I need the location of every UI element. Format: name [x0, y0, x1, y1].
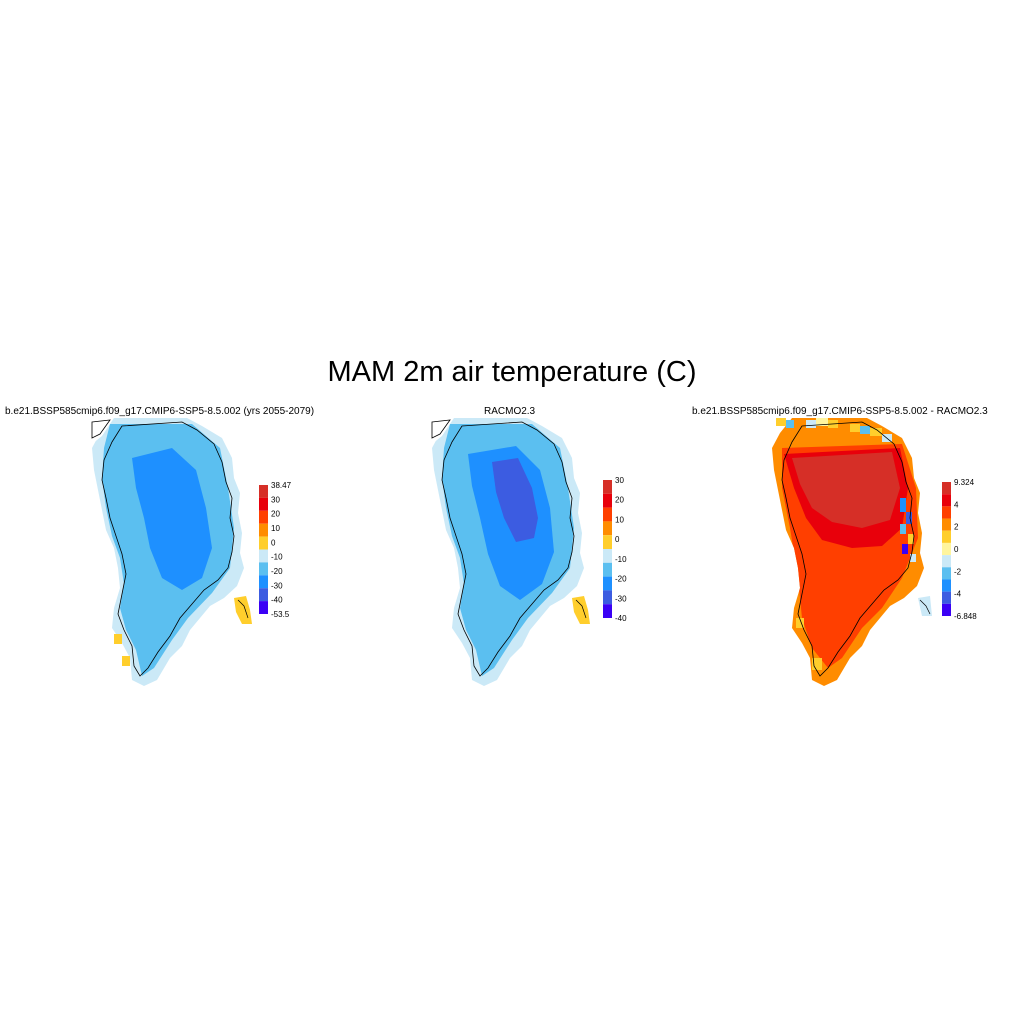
- colorbar-label: -20: [271, 567, 283, 576]
- map-panel-3: [772, 418, 932, 686]
- colorbar-label: 10: [271, 524, 280, 533]
- colorbar-swatch: [259, 485, 268, 498]
- colorbar-swatch: [942, 506, 951, 519]
- colorbar-label: 2: [954, 523, 959, 532]
- figure-title: MAM 2m air temperature (C): [327, 356, 697, 388]
- colorbar-swatch: [259, 562, 268, 576]
- map-panel-1: [91, 418, 252, 686]
- colorbar-label: 4: [954, 500, 959, 509]
- colorbar-swatch: [942, 567, 951, 580]
- colorbar-swatch: [259, 497, 268, 511]
- colorbar-swatch: [603, 576, 612, 591]
- colorbar-label: 10: [615, 515, 624, 524]
- colorbar-swatch: [259, 523, 268, 537]
- colorbar-swatch: [942, 591, 951, 604]
- colorbar-swatch: [259, 536, 268, 550]
- colorbar-label: 20: [615, 496, 624, 505]
- colorbar-swatch: [942, 555, 951, 568]
- colorbar-swatch: [942, 530, 951, 543]
- colorbar-label: 30: [271, 495, 280, 504]
- colorbar-swatch: [603, 493, 612, 508]
- colorbar-swatch: [942, 482, 951, 495]
- colorbar-swatch: [603, 521, 612, 536]
- colorbar-panel-1: 38.47 30 20 10 0 -10 -20 -30 -40 -53.5: [259, 481, 292, 619]
- colorbar-label: 38.47: [271, 481, 292, 490]
- colorbar-label: -4: [954, 590, 962, 599]
- colorbar-panel-3: 9.324 4 2 0 -2 -4 -6.848: [942, 478, 977, 621]
- colorbar-label: -6.848: [954, 612, 977, 621]
- colorbar-swatch: [942, 494, 951, 507]
- colorbar-label: 9.324: [954, 478, 975, 487]
- colorbar-label: -20: [615, 575, 627, 584]
- colorbar-label: -10: [615, 555, 627, 564]
- colorbar-swatch: [942, 579, 951, 592]
- panel-1-title: b.e21.BSSP585cmip6.f09_g17.CMIP6-SSP5-8.…: [5, 406, 315, 417]
- colorbar-swatch: [259, 601, 268, 614]
- colorbar-label: -30: [615, 594, 627, 603]
- colorbar-swatch: [259, 510, 268, 524]
- colorbar-swatch: [603, 480, 612, 494]
- colorbar-swatch: [942, 542, 951, 556]
- panel-2-title: RACMO2.3: [484, 406, 536, 417]
- colorbar-swatch: [259, 575, 268, 589]
- colorbar-label: 30: [615, 476, 624, 485]
- colorbar-label: 0: [615, 535, 620, 544]
- colorbar-swatch: [942, 518, 951, 531]
- colorbar-swatch: [259, 588, 268, 602]
- colorbar-swatch: [603, 562, 612, 577]
- colorbar-swatch: [259, 549, 268, 563]
- colorbar-panel-2: 30 20 10 0 -10 -20 -30 -40: [603, 476, 627, 623]
- colorbar-label: 20: [271, 510, 280, 519]
- colorbar-label: -53.5: [271, 610, 290, 619]
- colorbar-swatch: [603, 590, 612, 605]
- colorbar-label: 0: [954, 545, 959, 554]
- colorbar-swatch: [603, 507, 612, 522]
- colorbar-swatch: [603, 549, 612, 563]
- colorbar-label: -10: [271, 553, 283, 562]
- colorbar-label: -2: [954, 567, 962, 576]
- colorbar-label: 0: [271, 538, 276, 547]
- colorbar-swatch: [603, 535, 612, 549]
- colorbar-swatch: [603, 604, 612, 618]
- colorbar-swatch: [942, 603, 951, 616]
- colorbar-label: -40: [615, 614, 627, 623]
- panel-3-title: b.e21.BSSP585cmip6.f09_g17.CMIP6-SSP5-8.…: [692, 406, 988, 417]
- colorbar-label: -40: [271, 596, 283, 605]
- colorbar-label: -30: [271, 581, 283, 590]
- map-panel-2: [431, 418, 590, 686]
